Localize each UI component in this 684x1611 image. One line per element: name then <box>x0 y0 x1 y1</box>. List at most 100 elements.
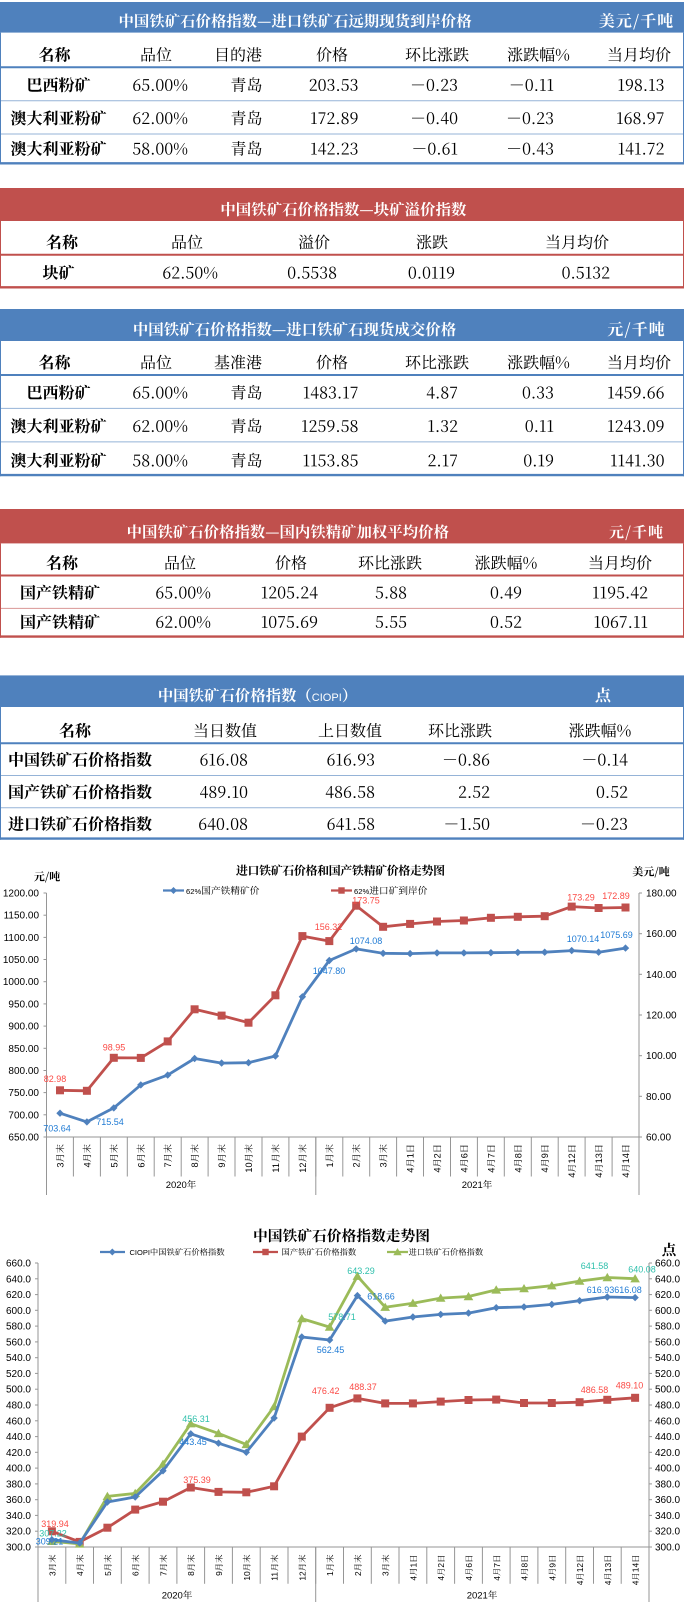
svg-text:80.00: 80.00 <box>646 1092 671 1103</box>
svg-text:13: 13 <box>603 1563 613 1573</box>
svg-text:616.93: 616.93 <box>587 1285 615 1295</box>
svg-text:320.0: 320.0 <box>655 1527 680 1538</box>
svg-text:1: 1 <box>408 1563 418 1568</box>
svg-text:703.64: 703.64 <box>43 1124 71 1134</box>
svg-text:420.0: 420.0 <box>655 1448 680 1459</box>
svg-text:500.0: 500.0 <box>655 1385 680 1396</box>
svg-text:62%: 62% <box>354 887 369 896</box>
svg-text:4: 4 <box>603 1580 613 1585</box>
svg-text:4: 4 <box>486 1168 496 1173</box>
svg-text:4: 4 <box>436 1576 446 1581</box>
svg-text:7: 7 <box>159 1571 169 1576</box>
svg-text:660.0: 660.0 <box>655 1259 680 1270</box>
svg-text:5: 5 <box>109 1162 119 1167</box>
svg-text:14: 14 <box>631 1563 641 1573</box>
svg-text:1000.00: 1000.00 <box>3 977 40 988</box>
svg-text:9: 9 <box>547 1563 557 1568</box>
svg-text:950.00: 950.00 <box>8 999 39 1010</box>
svg-text:700.00: 700.00 <box>8 1110 39 1121</box>
svg-text:2: 2 <box>353 1571 363 1576</box>
svg-text:4: 4 <box>520 1576 530 1581</box>
svg-text:600.0: 600.0 <box>655 1306 680 1317</box>
svg-text:11: 11 <box>270 1572 280 1581</box>
svg-text:9: 9 <box>214 1571 224 1576</box>
svg-text:1047.80: 1047.80 <box>313 966 346 976</box>
svg-text:500.0: 500.0 <box>6 1385 31 1396</box>
svg-text:1100.00: 1100.00 <box>4 933 40 944</box>
svg-text:580.0: 580.0 <box>6 1322 31 1333</box>
svg-text:2020: 2020 <box>166 1180 187 1191</box>
svg-text:1050.00: 1050.00 <box>3 955 40 966</box>
svg-text:8: 8 <box>186 1571 196 1576</box>
svg-text:12: 12 <box>567 1153 577 1163</box>
svg-text:100.00: 100.00 <box>646 1051 677 1062</box>
svg-text:4: 4 <box>492 1576 502 1581</box>
svg-text:300.0: 300.0 <box>6 1543 31 1554</box>
svg-text:3: 3 <box>56 1162 66 1167</box>
svg-text:1070.14: 1070.14 <box>567 934 600 944</box>
svg-text:60.00: 60.00 <box>646 1133 671 1144</box>
svg-text:640.08: 640.08 <box>628 1265 656 1275</box>
svg-text:1: 1 <box>325 1571 335 1576</box>
svg-text:520.0: 520.0 <box>655 1369 680 1380</box>
svg-text:456.31: 456.31 <box>182 1414 210 1424</box>
svg-text:82.98: 82.98 <box>44 1074 67 1084</box>
svg-text:1200.00: 1200.00 <box>3 889 40 900</box>
svg-text:340.0: 340.0 <box>6 1511 31 1522</box>
svg-text:4: 4 <box>621 1173 631 1178</box>
svg-text:643.29: 643.29 <box>347 1266 375 1276</box>
svg-text:641.58: 641.58 <box>581 1261 609 1271</box>
svg-text:380.0: 380.0 <box>6 1479 31 1490</box>
svg-text:488.37: 488.37 <box>349 1382 377 1392</box>
svg-text:850.00: 850.00 <box>8 1044 39 1055</box>
svg-text:460.0: 460.0 <box>6 1416 31 1427</box>
svg-text:480.0: 480.0 <box>6 1401 31 1412</box>
svg-text:1150.00: 1150.00 <box>4 911 40 922</box>
svg-text:400.0: 400.0 <box>655 1464 680 1475</box>
svg-text:560.0: 560.0 <box>655 1337 680 1348</box>
svg-text:98.95: 98.95 <box>103 1043 126 1053</box>
svg-text:375.39: 375.39 <box>183 1475 211 1485</box>
svg-text:618.66: 618.66 <box>367 1292 395 1302</box>
svg-text:12: 12 <box>298 1162 308 1172</box>
svg-text:2: 2 <box>352 1162 362 1167</box>
svg-text:CIOPI: CIOPI <box>130 1248 150 1257</box>
svg-text:1075.69: 1075.69 <box>600 930 633 940</box>
svg-text:486.58: 486.58 <box>581 1385 609 1395</box>
svg-text:620.0: 620.0 <box>655 1290 680 1301</box>
svg-text:4: 4 <box>459 1167 469 1172</box>
svg-text:12: 12 <box>297 1571 307 1581</box>
svg-text:420.0: 420.0 <box>6 1448 31 1459</box>
svg-text:400.0: 400.0 <box>6 1464 31 1475</box>
svg-text:440.0: 440.0 <box>6 1432 31 1443</box>
svg-text:620.0: 620.0 <box>6 1290 31 1301</box>
svg-text:8: 8 <box>513 1153 523 1158</box>
svg-text:8: 8 <box>190 1162 200 1167</box>
svg-text:173.29: 173.29 <box>567 893 595 903</box>
svg-text:10: 10 <box>242 1571 252 1581</box>
svg-text:340.0: 340.0 <box>655 1511 680 1522</box>
svg-text:4: 4 <box>464 1576 474 1581</box>
svg-text:380.0: 380.0 <box>655 1479 680 1490</box>
svg-text:9: 9 <box>217 1162 227 1167</box>
svg-text:2: 2 <box>436 1563 446 1568</box>
svg-text:8: 8 <box>520 1563 530 1568</box>
svg-text:4: 4 <box>631 1580 641 1585</box>
svg-text:4: 4 <box>547 1576 557 1581</box>
svg-text:4: 4 <box>513 1167 523 1172</box>
svg-text:443.45: 443.45 <box>179 1437 207 1447</box>
svg-text:4: 4 <box>540 1167 550 1172</box>
svg-text:480.0: 480.0 <box>655 1401 680 1412</box>
svg-text:360.0: 360.0 <box>6 1495 31 1506</box>
svg-text:800.00: 800.00 <box>8 1066 39 1077</box>
svg-text:5: 5 <box>103 1571 113 1576</box>
svg-text:3: 3 <box>381 1571 391 1576</box>
svg-text:7: 7 <box>163 1162 173 1167</box>
svg-text:6: 6 <box>464 1563 474 1568</box>
svg-text:62%: 62% <box>186 887 201 896</box>
svg-text:360.0: 360.0 <box>655 1495 680 1506</box>
svg-text:460.0: 460.0 <box>655 1416 680 1427</box>
svg-text:560.0: 560.0 <box>6 1337 31 1348</box>
svg-text:10: 10 <box>244 1162 254 1172</box>
svg-text:7: 7 <box>486 1153 496 1158</box>
